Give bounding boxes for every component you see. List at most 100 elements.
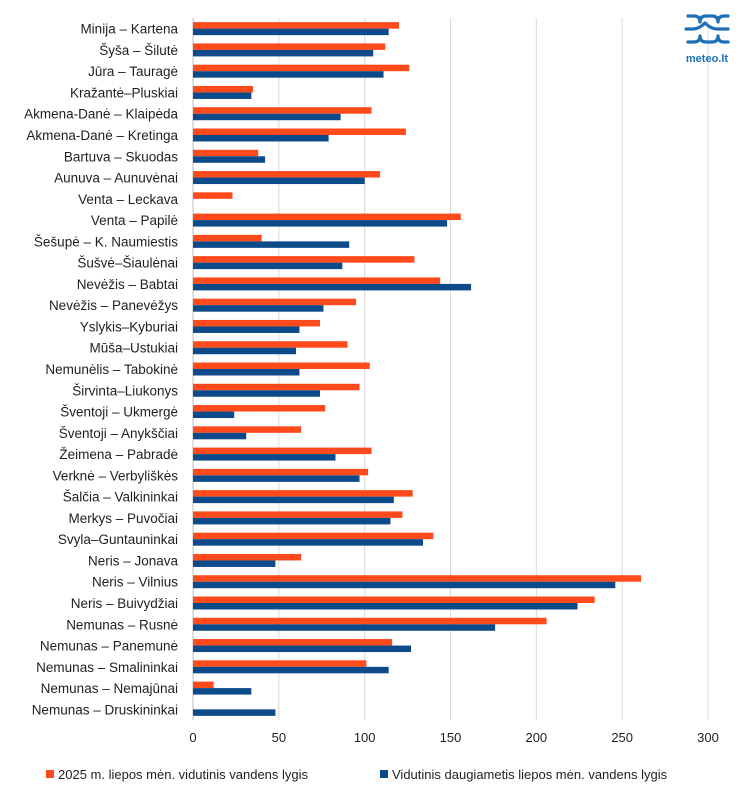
bar-longterm	[193, 305, 324, 312]
bar-longterm	[193, 92, 252, 99]
bar-longterm	[193, 666, 389, 674]
bar-2025	[193, 149, 259, 157]
bar-longterm	[193, 475, 360, 482]
bar-2025	[193, 426, 302, 433]
bar-longterm	[193, 369, 300, 376]
category-label: Nemunas – Druskininkai	[32, 702, 178, 717]
legend-swatch-2025	[46, 770, 54, 778]
x-tick-label: 250	[611, 730, 633, 745]
category-label: Bartuva – Skuodas	[64, 149, 178, 164]
bar-2025	[193, 171, 381, 178]
bar-longterm	[193, 539, 424, 546]
x-tick-label: 50	[272, 730, 286, 745]
bar-2025	[193, 362, 370, 369]
bar-longterm	[193, 560, 276, 567]
category-label: Kražantė–Pluskiai	[70, 85, 178, 100]
bar-2025	[193, 43, 386, 50]
category-label: Šventoji – Anykščiai	[59, 426, 178, 441]
bars-layer	[193, 22, 642, 716]
meteo-logo: meteo.lt	[684, 14, 730, 65]
category-label: Minija – Kartena	[80, 22, 178, 37]
bar-longterm	[193, 49, 374, 57]
bar-2025	[193, 596, 595, 603]
legend: 2025 m. liepos mėn. vidutinis vandens ly…	[46, 767, 668, 782]
bar-longterm	[193, 71, 384, 78]
bar-longterm	[193, 454, 336, 461]
bar-2025	[193, 383, 360, 391]
bar-2025	[193, 277, 441, 284]
bar-2025	[193, 660, 367, 667]
bar-longterm	[193, 517, 391, 525]
logo-text: meteo.lt	[686, 53, 729, 65]
bar-2025	[193, 341, 348, 348]
bar-2025	[193, 405, 326, 412]
bar-longterm	[193, 347, 296, 355]
category-label: Svyla–Guntauninkai	[58, 532, 178, 547]
x-tick-label: 0	[189, 730, 196, 745]
bar-longterm	[193, 262, 343, 270]
x-tick-label: 200	[525, 730, 547, 745]
legend-swatch-longterm	[380, 770, 388, 778]
bar-2025	[193, 553, 302, 561]
bar-longterm	[193, 688, 252, 695]
bar-longterm	[193, 241, 350, 248]
bar-longterm	[193, 645, 412, 653]
bar-2025	[193, 234, 262, 242]
bar-2025	[193, 511, 403, 518]
bar-2025	[193, 681, 214, 689]
legend-label-2025: 2025 m. liepos mėn. vidutinis vandens ly…	[58, 767, 309, 782]
category-label: Merkys – Puvočiai	[68, 511, 178, 526]
bar-longterm	[193, 496, 394, 504]
category-label: Aunuva – Aunuvėnai	[54, 171, 178, 186]
bar-longterm	[193, 156, 266, 163]
category-label: Širvinta–Liukonys	[72, 383, 178, 398]
category-label: Akmena-Danė – Klaipėda	[24, 107, 178, 122]
category-label: Šušvė–Šiaulėnai	[77, 256, 178, 271]
category-labels: Minija – Kartena Šyša – Šilutė Jūra – Taur…	[24, 22, 178, 718]
category-label: Nemunėlis – Tabokinė	[45, 362, 178, 377]
bar-longterm	[193, 28, 389, 36]
bar-longterm	[193, 624, 496, 631]
category-label: Venta – Papilė	[91, 213, 178, 228]
bar-longterm	[193, 283, 472, 291]
bar-2025	[193, 490, 413, 497]
category-label: Nemunas – Smalininkai	[36, 660, 178, 675]
category-label: Žeimena – Pabradė	[59, 447, 178, 462]
category-label: Mūša–Ustukiai	[89, 341, 178, 356]
category-label: Neris – Jonava	[88, 553, 179, 568]
bar-2025	[193, 256, 415, 263]
x-axis-ticks: 0 50 100 150 200 250 300	[189, 730, 718, 745]
category-label: Šešupė – K. Naumiestis	[34, 234, 178, 249]
bar-2025	[193, 319, 321, 327]
bar-longterm	[193, 709, 276, 716]
waves-icon	[684, 14, 730, 44]
category-label: Akmena-Danė – Kretinga	[26, 128, 178, 143]
bar-longterm	[193, 177, 365, 185]
category-label: Venta – Leckava	[78, 192, 178, 207]
category-label: Nevėžis – Babtai	[77, 277, 178, 292]
category-label: Nemunas – Panemunė	[40, 639, 178, 654]
bar-2025	[193, 298, 357, 306]
bar-longterm	[193, 581, 616, 589]
bar-longterm	[193, 220, 448, 227]
bar-longterm	[193, 411, 235, 419]
legend-label-longterm: Vidutinis daugiametis liepos mėn. vanden…	[392, 767, 668, 782]
bar-2025	[193, 639, 393, 646]
category-label: Nemunas – Rusnė	[66, 617, 178, 632]
x-tick-label: 100	[354, 730, 376, 745]
bar-longterm	[193, 390, 321, 397]
category-label: Šyša – Šilutė	[99, 43, 178, 58]
bar-longterm	[193, 432, 247, 440]
x-tick-label: 300	[697, 730, 719, 745]
bar-longterm	[193, 326, 300, 333]
category-label: Verknė – Verbyliškės	[53, 468, 179, 483]
bar-2025	[193, 447, 372, 455]
bar-2025	[193, 213, 461, 221]
bar-2025	[193, 468, 369, 476]
x-tick-label: 150	[440, 730, 462, 745]
category-label: Neris – Vilnius	[92, 575, 178, 590]
category-label: Šventoji – Ukmergė	[60, 405, 178, 420]
category-label: Neris – Buivydžiai	[71, 596, 178, 611]
